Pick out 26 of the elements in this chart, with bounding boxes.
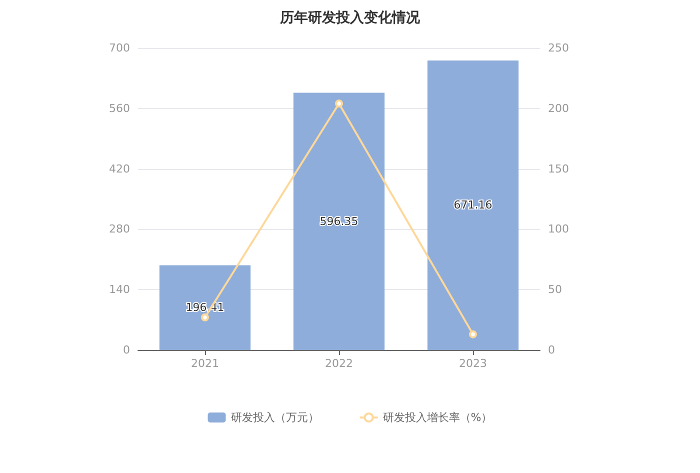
y-tick-label: 560 [109, 102, 130, 115]
point [469, 330, 477, 338]
point [201, 313, 209, 322]
data-label: 671.16 [454, 198, 492, 212]
legend-label: 研发投入增长率（%） [382, 411, 492, 424]
x-tick-label: 2023 [459, 357, 487, 370]
y-tick-label: 700 [109, 42, 130, 54]
point [335, 100, 343, 108]
y-tick-label: 140 [109, 283, 130, 296]
bar [293, 92, 385, 350]
y-tick-label: 420 [109, 162, 130, 176]
bar [159, 265, 251, 350]
y2-tick-label: 200 [548, 102, 569, 115]
legend-label: 研发投入（万元） [230, 411, 319, 424]
y-tick-label: 280 [109, 222, 130, 236]
data-label: 596.35 [320, 214, 358, 228]
x-tick-label: 2022 [325, 357, 353, 370]
y2-tick-label: 50 [548, 283, 562, 296]
bar [427, 60, 519, 350]
y2-tick-label: 250 [548, 42, 569, 54]
y2-tick-label: 150 [548, 162, 569, 176]
chart-title: 历年研发投入变化情况 [279, 9, 421, 26]
x-tick-label: 2021 [191, 357, 219, 370]
y-tick-label: 0 [123, 344, 130, 356]
y2-tick-label: 0 [548, 344, 555, 356]
y2-tick-label: 100 [548, 222, 569, 236]
